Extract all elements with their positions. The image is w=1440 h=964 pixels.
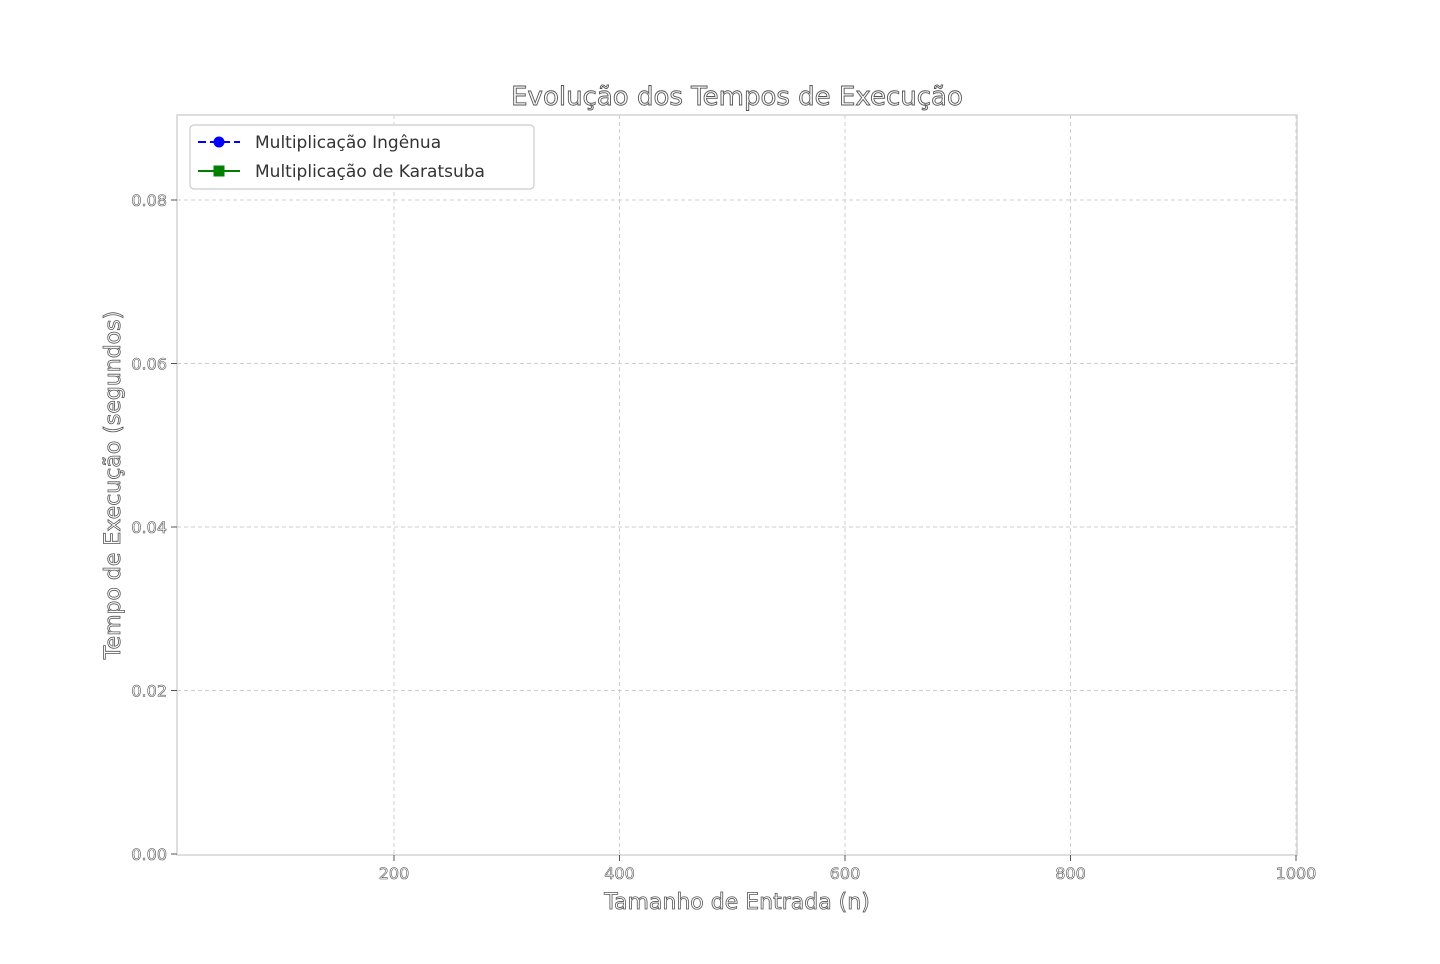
x-axis-label: Tamanho de Entrada (n) xyxy=(603,890,870,915)
legend-label-karatsuba: Multiplicação de Karatsuba xyxy=(255,162,485,182)
legend-label-naive: Multiplicação Ingênua xyxy=(255,133,441,153)
legend: Multiplicação Ingênua Multiplicação de K… xyxy=(189,124,535,190)
y-tick-label: 0.04 xyxy=(131,518,167,537)
y-axis-label: Tempo de Execução (segundos) xyxy=(101,311,126,660)
x-tick-label: 800 xyxy=(1055,864,1086,883)
legend-entry-karatsuba: Multiplicação de Karatsuba xyxy=(198,162,485,182)
chart-title: Evolução dos Tempos de Execução xyxy=(511,82,963,112)
x-tick-label: 1000 xyxy=(1276,864,1317,883)
y-tick-label: 0.06 xyxy=(131,355,167,374)
axis-ticks: 200 400 600 800 1000 0.00 0.02 0.04 0.06 0.08 xyxy=(131,191,1317,884)
x-tick-label: 400 xyxy=(604,864,635,883)
x-tick-label: 200 xyxy=(379,864,410,883)
grid xyxy=(177,115,1297,855)
legend-entry-naive: Multiplicação Ingênua xyxy=(198,133,441,153)
y-tick-label: 0.00 xyxy=(131,845,167,864)
legend-box xyxy=(189,124,535,190)
y-tick-label: 0.08 xyxy=(131,191,167,210)
plot-area-frame xyxy=(176,114,1298,856)
x-tick-label: 600 xyxy=(830,864,861,883)
y-tick-label: 0.02 xyxy=(131,682,167,701)
legend-marker-square-icon xyxy=(213,165,225,177)
legend-marker-circle-icon xyxy=(213,136,225,148)
